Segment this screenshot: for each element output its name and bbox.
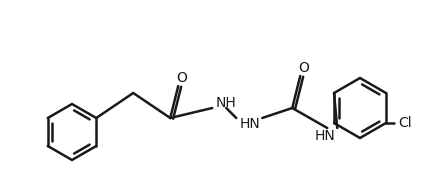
Text: O: O: [176, 71, 187, 85]
Text: Cl: Cl: [398, 116, 411, 130]
Text: HN: HN: [240, 117, 261, 131]
Text: HN: HN: [315, 129, 335, 143]
Text: O: O: [298, 61, 309, 75]
Text: NH: NH: [215, 96, 236, 110]
